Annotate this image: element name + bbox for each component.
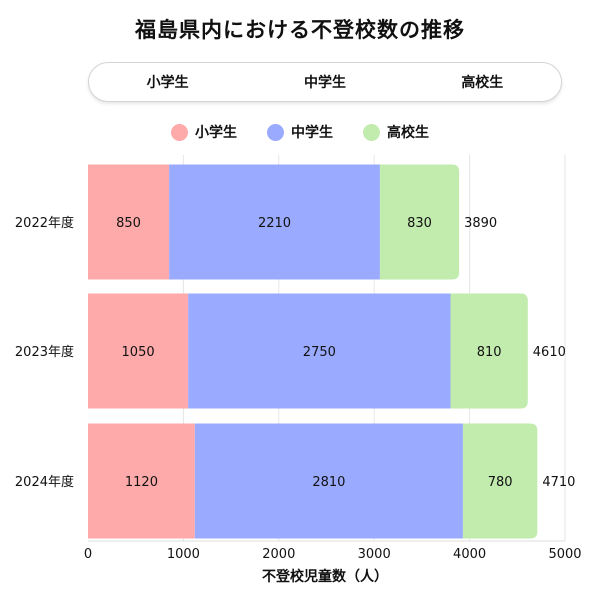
legend-item-high-school[interactable]: 高校生 [363,122,429,142]
category-tab-bar: 小学生 中学生 高校生 [88,62,562,102]
bar-value-label: 810 [477,345,502,360]
y-category-label: 2023年度 [15,344,74,360]
y-category-label: 2024年度 [15,474,74,490]
bar-segment [88,164,170,280]
bar-value-label: 2210 [258,216,291,231]
tab-junior-high[interactable]: 中学生 [303,75,346,91]
legend-label-high-school: 高校生 [387,125,429,141]
x-tick-label: 0 [84,547,92,562]
tab-high-school[interactable]: 高校生 [461,75,504,91]
y-category-label: 2022年度 [15,215,74,231]
chart-title: 福島県内における不登校数の推移 [135,18,465,42]
bar-value-label: 2810 [312,475,345,490]
bar-total-label: 4610 [533,345,566,360]
x-axis-title: 不登校児童数（人） [262,569,388,585]
x-tick-label: 2000 [262,547,295,562]
legend-item-elementary[interactable]: 小学生 [171,122,237,142]
x-tick-label: 3000 [358,547,391,562]
x-tick-label: 1000 [167,547,200,562]
bar-segment [194,423,463,539]
bar-segment [379,164,460,280]
legend-swatch-high-school [363,123,380,141]
tab-elementary[interactable]: 小学生 [146,75,189,91]
bar-value-label: 1120 [125,475,158,490]
legend-label-junior-high: 中学生 [291,125,333,141]
legend-item-junior-high[interactable]: 中学生 [267,122,333,142]
bar-segment [188,293,451,409]
bar-segment [88,423,195,539]
legend-label-elementary: 小学生 [195,125,237,141]
bar-segment [462,423,538,539]
bar-value-label: 1050 [122,345,155,360]
bar-value-label: 850 [116,216,141,231]
bar-value-label: 830 [407,216,432,231]
bar-segment [450,293,528,409]
legend-swatch-junior-high [267,123,284,141]
bar-value-label: 780 [488,475,513,490]
x-tick-label: 4000 [453,547,486,562]
bar-total-label: 4710 [542,475,575,490]
legend-swatch-elementary [171,123,188,141]
bar-value-label: 2750 [303,345,336,360]
x-tick-label: 5000 [548,547,581,562]
chart-legend: 小学生 中学生 高校生 [0,122,600,142]
bar-total-label: 3890 [464,216,497,231]
bar-segment [88,293,189,409]
bar-segment [169,164,380,280]
